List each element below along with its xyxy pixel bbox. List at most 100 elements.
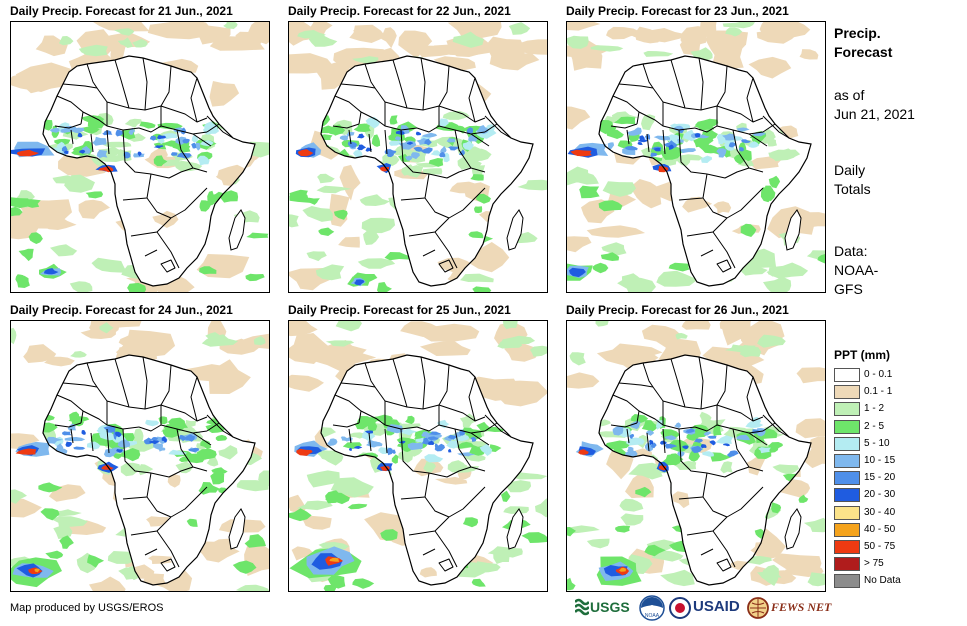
moderate-precip-area bbox=[199, 266, 217, 275]
moderate-precip-area bbox=[694, 118, 719, 128]
moderate-precip-area bbox=[400, 439, 413, 452]
moderate-precip-area bbox=[305, 197, 320, 205]
heavy-precip-area bbox=[384, 149, 397, 154]
moderate-precip-area bbox=[535, 498, 547, 518]
heavy-precip-area bbox=[709, 440, 716, 446]
border-line bbox=[400, 496, 426, 500]
moderate-precip-area bbox=[496, 513, 505, 523]
heavy-precip-area bbox=[462, 140, 474, 151]
border-line bbox=[384, 129, 388, 155]
moderate-precip-area bbox=[359, 194, 390, 206]
heavy-precip-area bbox=[683, 129, 696, 142]
border-line bbox=[438, 105, 486, 123]
border-line bbox=[726, 486, 764, 518]
heavy-precip-area bbox=[194, 142, 201, 151]
light-precip-area bbox=[766, 22, 811, 38]
heavy-precip-area bbox=[700, 155, 713, 163]
heavy-precip-area bbox=[627, 446, 634, 453]
country-borders bbox=[610, 356, 776, 572]
heavy-precip-area bbox=[339, 135, 349, 141]
moderate-precip-area bbox=[17, 275, 30, 288]
border-line bbox=[438, 404, 486, 422]
moderate-precip-area bbox=[405, 415, 415, 425]
border-line bbox=[422, 548, 436, 556]
heavy-precip-area bbox=[405, 155, 413, 161]
moderate-precip-area bbox=[349, 432, 365, 439]
moderate-precip-area bbox=[643, 51, 674, 57]
fewsnet-globe-icon bbox=[747, 597, 769, 619]
moderate-precip-area bbox=[232, 560, 257, 574]
moderate-precip-area bbox=[656, 270, 698, 287]
border-line bbox=[170, 486, 208, 518]
heavy-precip-area bbox=[654, 147, 661, 152]
precip-map bbox=[288, 21, 548, 293]
heavy-precip-area bbox=[680, 148, 697, 154]
moderate-precip-area bbox=[592, 262, 609, 274]
border-line bbox=[144, 249, 158, 257]
light-precip-area bbox=[419, 323, 480, 342]
border-line bbox=[146, 472, 172, 518]
red-sea-coast bbox=[484, 414, 512, 438]
moderate-precip-area bbox=[52, 175, 80, 184]
legend-label: 0.1 - 1 bbox=[864, 386, 893, 398]
moderate-precip-area bbox=[198, 482, 220, 495]
west-coast-heavy-rain bbox=[11, 141, 118, 173]
border-line bbox=[160, 65, 172, 126]
moderate-precip-area bbox=[246, 232, 269, 239]
heavy-precip-area bbox=[739, 147, 744, 152]
moderate-precip-area bbox=[43, 154, 54, 163]
africa-land bbox=[43, 56, 255, 286]
light-precip-area bbox=[681, 321, 711, 330]
moderate-precip-area bbox=[11, 327, 17, 345]
moderate-precip-area bbox=[99, 322, 114, 334]
west-coast-heavy-rain bbox=[294, 440, 393, 472]
moderate-precip-area bbox=[468, 231, 484, 239]
legend-label: 50 - 75 bbox=[864, 540, 896, 552]
border-line bbox=[626, 129, 630, 145]
light-precip-area bbox=[23, 344, 57, 363]
madagascar-outline bbox=[506, 209, 524, 251]
heavy-precip-area bbox=[394, 136, 401, 141]
heavy-precip-area bbox=[145, 419, 160, 427]
border-line bbox=[138, 125, 208, 135]
heavy-precip-area bbox=[612, 425, 624, 436]
moderate-precip-area bbox=[48, 164, 59, 171]
fewsnet-wordmark: FEWS NET bbox=[771, 600, 832, 614]
moderate-precip-area bbox=[422, 168, 443, 175]
moderate-precip-area bbox=[377, 282, 392, 292]
data-source: Data: NOAA- GFS bbox=[834, 243, 879, 297]
moderate-precip-area bbox=[316, 185, 352, 194]
legend-swatch bbox=[834, 368, 860, 382]
africa-coastline bbox=[598, 354, 812, 586]
heavy-precip-area bbox=[736, 434, 750, 441]
light-precip-area bbox=[447, 22, 502, 39]
light-precip-area bbox=[351, 534, 377, 553]
legend-label: 0 - 0.1 bbox=[864, 369, 893, 380]
moderate-precip-area bbox=[319, 450, 344, 466]
moderate-precip-area bbox=[356, 416, 377, 426]
precip-map bbox=[566, 21, 826, 293]
border-line bbox=[748, 133, 768, 147]
heavy-precip-area bbox=[758, 447, 771, 454]
moderate-precip-area bbox=[391, 454, 399, 464]
noaa-logo: NOAA bbox=[639, 595, 667, 621]
forecast-panel-2: Daily Precip. Forecast for 22 Jun., 2021 bbox=[288, 3, 548, 293]
southern-storm bbox=[289, 546, 362, 579]
light-precip-area bbox=[419, 567, 437, 578]
usgs-wave-icon bbox=[575, 598, 589, 616]
light-precip-area bbox=[748, 56, 792, 79]
panel-title: Daily Precip. Forecast for 26 Jun., 2021 bbox=[566, 303, 789, 317]
moderate-precip-area bbox=[503, 506, 529, 514]
moderate-precip-area bbox=[296, 500, 333, 511]
moderate-precip-area bbox=[19, 199, 41, 208]
moderate-precip-area bbox=[112, 453, 122, 459]
heavy-precip-area bbox=[364, 430, 374, 434]
border-line bbox=[146, 173, 172, 219]
border-line bbox=[662, 129, 666, 155]
southern-storm bbox=[39, 263, 67, 279]
heavy-precip-area bbox=[450, 434, 470, 442]
moderate-precip-area bbox=[603, 125, 617, 134]
moderate-precip-area bbox=[215, 434, 228, 441]
red-sea-coast bbox=[762, 414, 790, 438]
heavy-precip-area bbox=[62, 431, 72, 436]
